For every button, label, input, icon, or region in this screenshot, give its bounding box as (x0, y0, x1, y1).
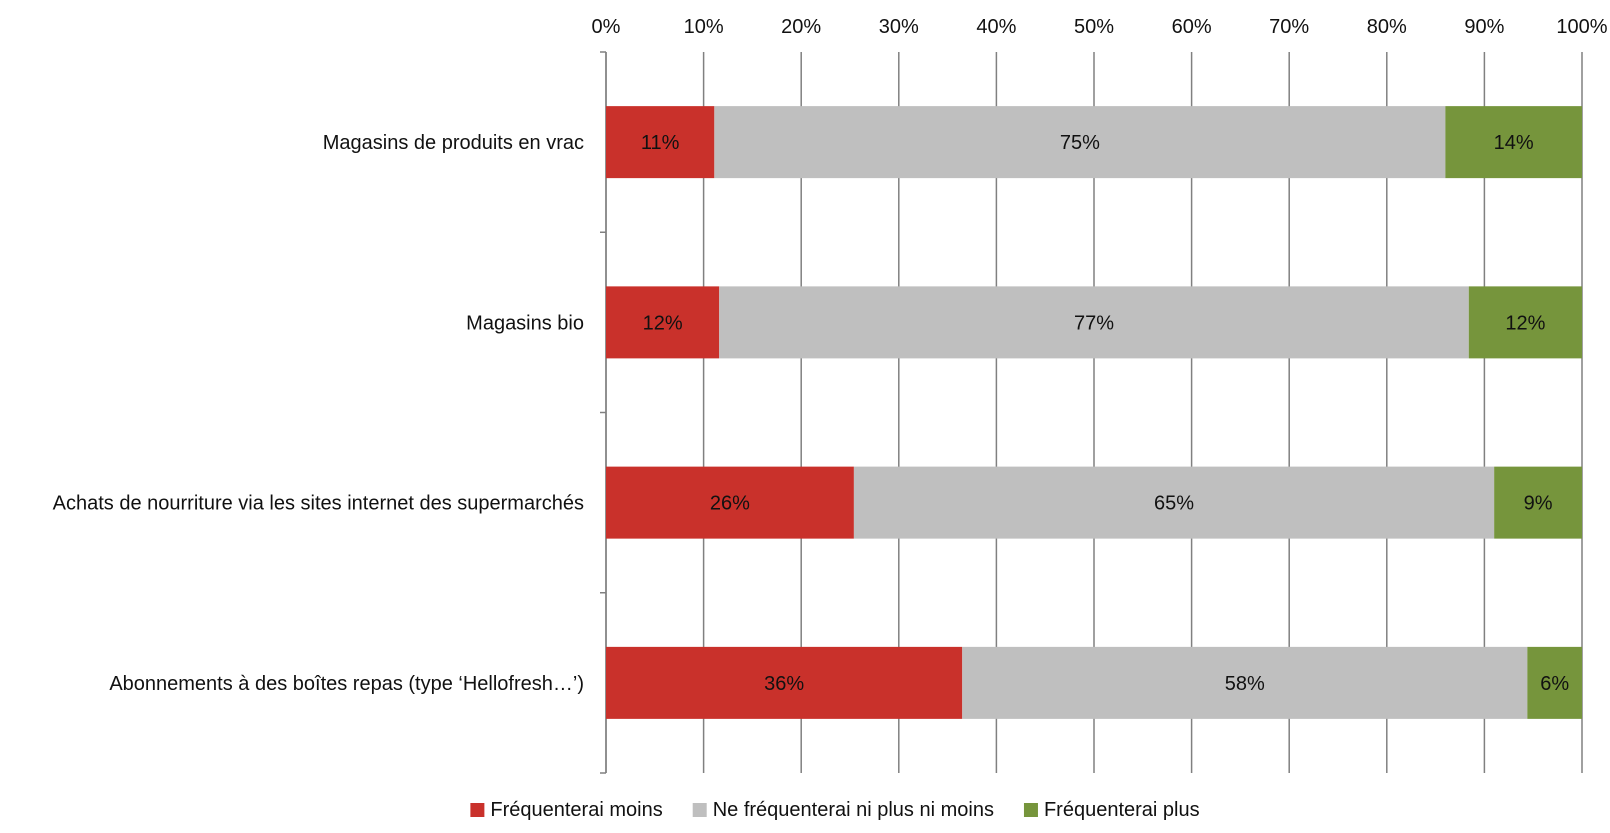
legend-label-2: Fréquenterai plus (1044, 799, 1200, 821)
bar-label-3-1: 58% (1225, 673, 1265, 695)
bar-segment-1-0 (606, 286, 720, 359)
x-tick-label-70: 70% (1269, 16, 1309, 38)
legend-swatch-1 (692, 803, 707, 817)
category-label-1: Magasins bio (466, 312, 584, 334)
x-tick-label-90: 90% (1464, 16, 1504, 38)
bar-segment-2-1 (853, 466, 1495, 539)
labels-layer: Magasins de produits en vrac 11% 75% 14% Mag… (53, 132, 1570, 695)
bar-label-2-1: 65% (1154, 493, 1194, 515)
legend-label-1: Ne fréquenterai ni plus ni moins (713, 799, 994, 821)
bar-segment-2-0 (606, 466, 854, 539)
bar-segment-3-1 (962, 646, 1528, 719)
bar-label-3-2: 6% (1540, 673, 1569, 695)
bar-segment-0-2 (1445, 106, 1582, 179)
x-tick-label-80: 80% (1367, 16, 1407, 38)
legend-item-1: Ne fréquenterai ni plus ni moins (692, 799, 994, 821)
x-tick-label-40: 40% (976, 16, 1016, 38)
bar-segment-0-1 (714, 106, 1446, 179)
bar-segment-1-1 (719, 286, 1469, 359)
bar-label-1-2: 12% (1505, 312, 1545, 334)
legend-label-0: Fréquenterai moins (490, 799, 662, 821)
bar-label-0-2: 14% (1494, 132, 1534, 154)
x-tick-label-50: 50% (1074, 16, 1114, 38)
x-tick-label-60: 60% (1172, 16, 1212, 38)
bar-label-0-0: 11% (641, 132, 680, 154)
bar-label-2-0: 26% (710, 493, 750, 515)
category-label-0: Magasins de produits en vrac (323, 132, 584, 154)
legend-item-0: Fréquenterai moins (470, 799, 663, 821)
bar-label-1-1: 77% (1074, 312, 1114, 334)
x-tick-label-10: 10% (684, 16, 724, 38)
bar-segment-3-2 (1527, 646, 1582, 719)
legend-item-2: Fréquenterai plus (1023, 799, 1200, 821)
x-tick-label-20: 20% (781, 16, 821, 38)
bar-segment-0-0 (606, 106, 715, 179)
bar-segment-3-0 (606, 646, 963, 719)
bar-segment-2-2 (1494, 466, 1582, 539)
bars-layer (606, 106, 1582, 719)
legend-swatch-0 (470, 803, 485, 817)
legend: Fréquenterai moins Ne fréquenterai ni plu… (470, 799, 1200, 821)
category-label-2: Achats de nourriture via les sites inter… (53, 493, 584, 515)
bar-label-0-1: 75% (1060, 132, 1100, 154)
x-tick-label-30: 30% (879, 16, 919, 38)
category-label-3: Abonnements à des boîtes repas (type ‘He… (109, 673, 584, 695)
bar-segment-1-2 (1468, 286, 1582, 359)
x-tick-label-0: 0% (592, 16, 621, 38)
legend-swatch-2 (1023, 803, 1038, 817)
bar-label-2-2: 9% (1524, 493, 1553, 515)
x-tick-label-100: 100% (1556, 16, 1607, 38)
bar-label-3-0: 36% (764, 673, 804, 695)
bar-label-1-0: 12% (643, 312, 683, 334)
